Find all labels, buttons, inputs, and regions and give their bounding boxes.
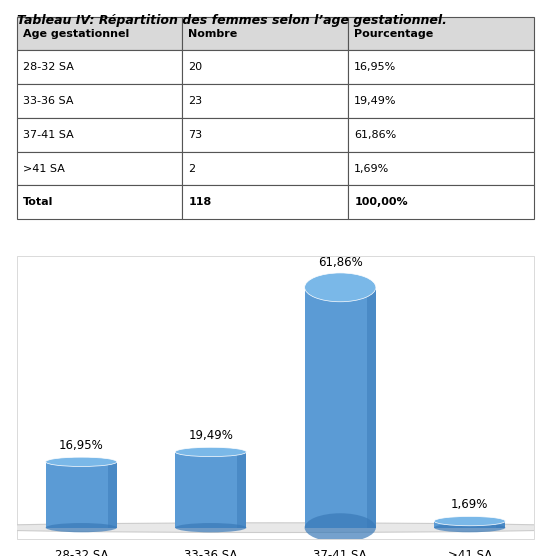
Text: 61,86%: 61,86% bbox=[318, 256, 363, 269]
Ellipse shape bbox=[46, 523, 117, 532]
Ellipse shape bbox=[175, 523, 246, 532]
Bar bbox=[367, 287, 376, 528]
Bar bbox=[348, 51, 534, 84]
Ellipse shape bbox=[46, 457, 117, 466]
Text: 19,49%: 19,49% bbox=[188, 429, 233, 442]
Text: 37-41 SA: 37-41 SA bbox=[23, 130, 73, 140]
Bar bbox=[348, 186, 534, 219]
Ellipse shape bbox=[0, 523, 551, 533]
Bar bbox=[17, 186, 182, 219]
Text: 1,69%: 1,69% bbox=[451, 498, 488, 512]
Bar bbox=[348, 152, 534, 186]
Text: >41 SA: >41 SA bbox=[23, 163, 64, 173]
Bar bbox=[348, 84, 534, 118]
Bar bbox=[46, 462, 117, 528]
Bar bbox=[434, 521, 505, 528]
Text: Nombre: Nombre bbox=[188, 28, 237, 38]
Text: 100,00%: 100,00% bbox=[354, 197, 408, 207]
Bar bbox=[175, 452, 246, 528]
Text: 16,95%: 16,95% bbox=[354, 62, 397, 72]
Text: 73: 73 bbox=[188, 130, 203, 140]
Bar bbox=[348, 17, 534, 51]
Text: 19,49%: 19,49% bbox=[354, 96, 397, 106]
Bar bbox=[17, 51, 182, 84]
Bar bbox=[182, 84, 348, 118]
Bar bbox=[182, 118, 348, 152]
Ellipse shape bbox=[305, 513, 376, 542]
Bar bbox=[348, 118, 534, 152]
Bar bbox=[17, 118, 182, 152]
Text: 23: 23 bbox=[188, 96, 203, 106]
Bar bbox=[108, 462, 117, 528]
Bar bbox=[182, 152, 348, 186]
Text: 61,86%: 61,86% bbox=[354, 130, 397, 140]
Bar bbox=[182, 51, 348, 84]
Bar bbox=[237, 452, 246, 528]
Text: 2: 2 bbox=[188, 163, 196, 173]
Text: Total: Total bbox=[23, 197, 53, 207]
Text: 20: 20 bbox=[188, 62, 203, 72]
Text: Pourcentage: Pourcentage bbox=[354, 28, 434, 38]
Bar bbox=[17, 84, 182, 118]
Bar bbox=[17, 17, 182, 51]
Text: 28-32 SA: 28-32 SA bbox=[23, 62, 74, 72]
Bar bbox=[17, 152, 182, 186]
Ellipse shape bbox=[434, 517, 505, 526]
Bar bbox=[182, 186, 348, 219]
Text: Age gestationnel: Age gestationnel bbox=[23, 28, 129, 38]
Text: 1,69%: 1,69% bbox=[354, 163, 390, 173]
Bar bbox=[305, 287, 376, 528]
Text: 16,95%: 16,95% bbox=[59, 439, 104, 452]
Ellipse shape bbox=[434, 523, 505, 532]
Bar bbox=[182, 17, 348, 51]
Ellipse shape bbox=[175, 447, 246, 456]
Bar bbox=[496, 521, 505, 528]
Ellipse shape bbox=[305, 273, 376, 302]
Text: 33-36 SA: 33-36 SA bbox=[23, 96, 73, 106]
Text: 118: 118 bbox=[188, 197, 212, 207]
Text: Tableau IV: Répartition des femmes selon l’age gestationnel.: Tableau IV: Répartition des femmes selon… bbox=[17, 14, 446, 27]
